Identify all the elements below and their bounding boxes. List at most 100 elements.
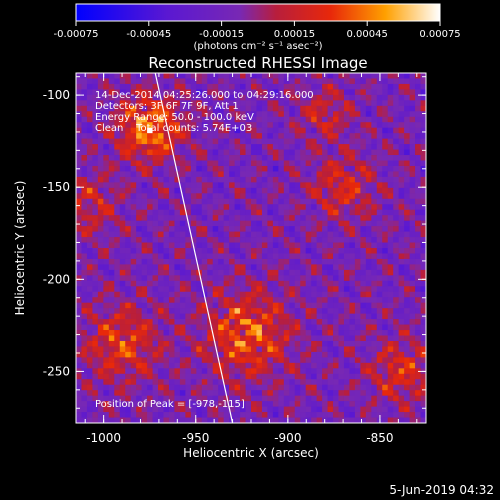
heatmap-cell — [316, 133, 323, 140]
heatmap-cell — [387, 340, 394, 347]
heatmap-cell — [125, 340, 132, 347]
heatmap-cell — [92, 83, 99, 90]
heatmap-cell — [130, 324, 137, 331]
heatmap-cell — [267, 286, 274, 293]
heatmap-cell — [163, 78, 170, 85]
heatmap-cell — [300, 357, 307, 364]
heatmap-cell — [278, 258, 285, 265]
heatmap-cell — [147, 116, 153, 123]
heatmap-cell — [201, 379, 208, 386]
heatmap-cell — [163, 346, 170, 353]
heatmap-cell — [409, 133, 416, 140]
heatmap-cell — [251, 384, 257, 391]
heatmap-cell — [272, 133, 279, 140]
heatmap-cell — [234, 94, 241, 101]
heatmap-cell — [349, 291, 356, 298]
heatmap-cell — [185, 401, 192, 407]
heatmap-cell — [147, 182, 153, 189]
heatmap-cell — [311, 297, 318, 304]
heatmap-cell — [343, 204, 350, 211]
heatmap-cell — [420, 373, 426, 380]
heatmap-cell — [207, 193, 214, 200]
heatmap-cell — [256, 105, 263, 112]
heatmap-cell — [420, 89, 426, 96]
heatmap-cell — [245, 165, 252, 172]
heatmap-cell — [393, 78, 400, 85]
heatmap-cell — [327, 362, 334, 369]
heatmap-cell — [393, 116, 400, 123]
heatmap-cell — [147, 280, 153, 287]
heatmap-cell — [333, 417, 339, 423]
heatmap-cell — [81, 280, 88, 287]
heatmap-cell — [398, 395, 405, 402]
heatmap-cell — [420, 319, 426, 325]
heatmap-cell — [316, 373, 323, 380]
heatmap-cell — [349, 390, 356, 397]
heatmap-cell — [103, 204, 110, 211]
heatmap-cell — [256, 116, 263, 123]
heatmap-cell — [300, 401, 307, 407]
heatmap-cell — [179, 313, 186, 320]
heatmap-cell — [234, 335, 241, 342]
heatmap-cell — [234, 253, 241, 260]
heatmap-cell — [223, 258, 230, 265]
heatmap-cell — [333, 379, 339, 386]
heatmap-cell — [196, 335, 203, 342]
heatmap-cell — [240, 204, 246, 211]
heatmap-cell — [229, 335, 235, 342]
heatmap-cell — [294, 373, 301, 380]
heatmap-cell — [420, 346, 426, 353]
heatmap-cell — [76, 297, 82, 304]
heatmap-cell — [185, 412, 192, 418]
heatmap-cell — [245, 193, 252, 200]
heatmap-cell — [256, 198, 263, 205]
heatmap-cell — [185, 133, 192, 140]
heatmap-cell — [404, 237, 410, 243]
heatmap-cell — [415, 155, 421, 161]
heatmap-cell — [415, 89, 421, 96]
heatmap-cell — [92, 226, 99, 232]
heatmap-cell — [92, 253, 99, 260]
heatmap-cell — [354, 297, 361, 304]
heatmap-cell — [311, 258, 318, 265]
heatmap-cell — [212, 417, 219, 423]
heatmap-cell — [360, 373, 367, 380]
heatmap-cell — [223, 373, 230, 380]
heatmap-cell — [234, 395, 241, 402]
heatmap-cell — [365, 204, 372, 211]
heatmap-cell — [207, 198, 214, 205]
heatmap-cell — [97, 237, 104, 243]
heatmap-cell — [387, 144, 394, 150]
heatmap-cell — [354, 373, 361, 380]
heatmap-cell — [152, 100, 159, 107]
heatmap-cell — [201, 138, 208, 145]
heatmap-cell — [76, 308, 82, 315]
heatmap-cell — [168, 198, 175, 205]
heatmap-cell — [354, 144, 361, 150]
heatmap-cell — [136, 335, 143, 342]
heatmap-cell — [103, 297, 110, 304]
heatmap-cell — [322, 406, 328, 413]
heatmap-cell — [179, 220, 186, 227]
heatmap-cell — [420, 105, 426, 112]
heatmap-cell — [393, 302, 400, 309]
heatmap-cell — [376, 127, 383, 134]
heatmap-cell — [245, 368, 252, 375]
heatmap-cell — [398, 193, 405, 200]
heatmap-cell — [158, 160, 164, 167]
heatmap-cell — [365, 187, 372, 194]
heatmap-cell — [382, 133, 389, 140]
heatmap-cell — [294, 357, 301, 364]
heatmap-cell — [92, 215, 99, 222]
heatmap-cell — [283, 286, 290, 293]
heatmap-cell — [354, 100, 361, 107]
heatmap-cell — [119, 379, 126, 386]
heatmap-cell — [141, 182, 148, 189]
heatmap-cell — [125, 198, 132, 205]
heatmap-cell — [349, 302, 356, 309]
heatmap-cell — [218, 346, 225, 353]
heatmap-cell — [365, 94, 372, 101]
heatmap-cell — [245, 127, 252, 134]
heatmap-cell — [267, 330, 274, 336]
heatmap-cell — [398, 111, 405, 118]
